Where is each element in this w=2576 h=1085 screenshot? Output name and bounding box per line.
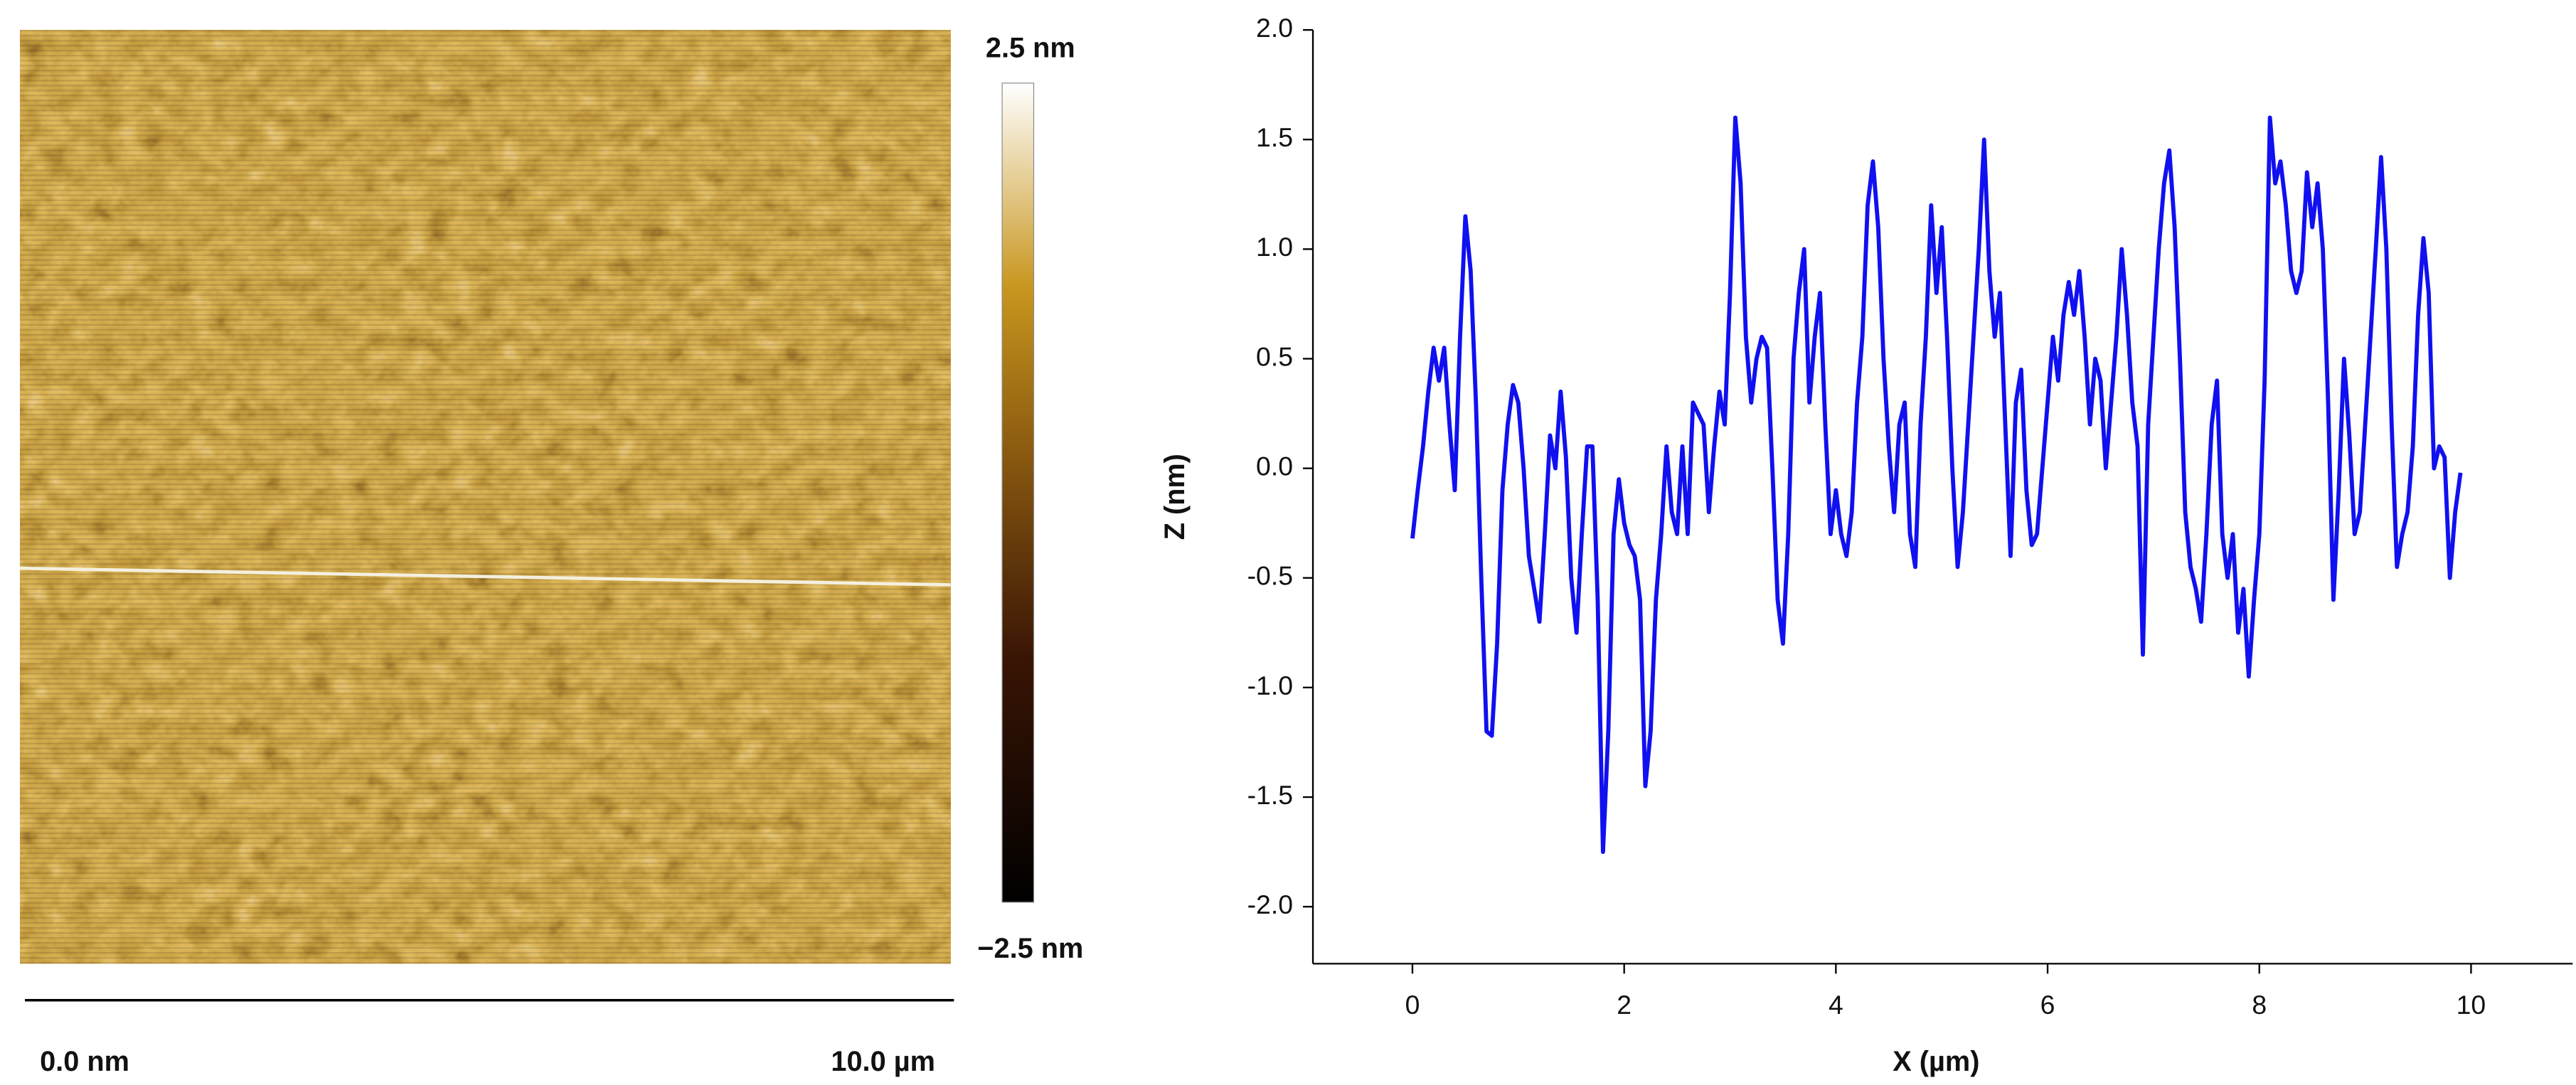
x-tick-label: 8 bbox=[2252, 990, 2267, 1020]
profile-line bbox=[1410, 115, 2463, 855]
scale-start-label: 0.0 nm bbox=[40, 1046, 129, 1077]
y-tick-label: 0.5 bbox=[1256, 341, 1293, 371]
y-tick-label: 1.0 bbox=[1256, 232, 1293, 262]
line-chart: X (µm) Z (nm) -2.0 -1.5 -1.0 -0.5 0.0 0.5 1.0 1… bbox=[1159, 13, 2573, 1077]
x-tick-label: 6 bbox=[2040, 990, 2055, 1020]
x-tick-label: 10 bbox=[2457, 990, 2486, 1020]
y-tick-label: 1.5 bbox=[1256, 122, 1293, 152]
x-tick-label: 4 bbox=[1829, 990, 1843, 1020]
x-tick-label: 2 bbox=[1617, 990, 1632, 1020]
colorbar-max-label: 2.5 nm bbox=[986, 33, 1075, 64]
y-tick-label: 2.0 bbox=[1256, 13, 1293, 43]
colorbar-min-label: −2.5 nm bbox=[977, 933, 1083, 964]
scale-end-label: 10.0 µm bbox=[831, 1046, 935, 1077]
scan-streak bbox=[19, 566, 951, 587]
y-tick-label: -1.5 bbox=[1247, 780, 1293, 810]
y-tick-label: -1.0 bbox=[1247, 670, 1293, 700]
y-tick-label: 0.0 bbox=[1256, 451, 1293, 481]
scan-lines bbox=[20, 30, 951, 964]
x-axis-label: X (µm) bbox=[1893, 1046, 1979, 1077]
y-tick-label: -0.5 bbox=[1247, 561, 1293, 591]
colorbar bbox=[1001, 82, 1035, 903]
y-tick-label: -2.0 bbox=[1247, 889, 1293, 919]
x-tick-label: 0 bbox=[1405, 990, 1420, 1020]
y-axis-label: Z (nm) bbox=[1159, 454, 1191, 540]
